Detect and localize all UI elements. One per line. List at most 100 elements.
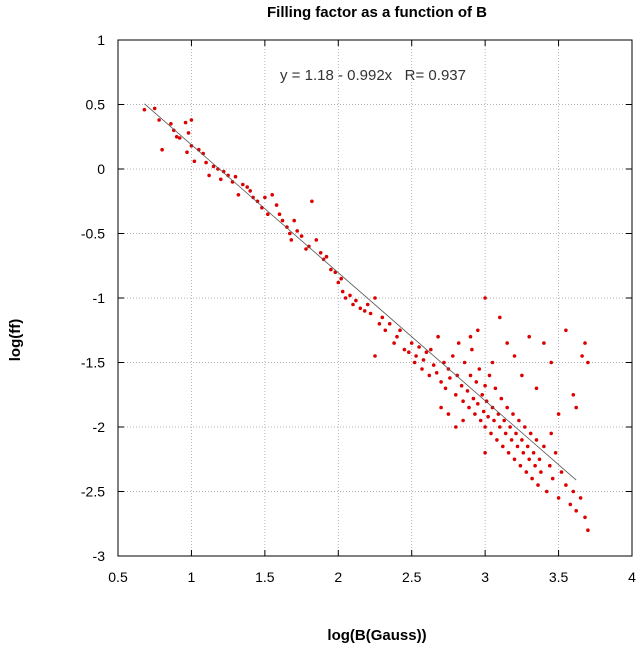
data-point	[288, 231, 292, 236]
data-point	[241, 182, 245, 187]
data-point	[409, 341, 414, 345]
grid	[118, 40, 632, 556]
data-point	[586, 528, 590, 532]
data-point	[483, 296, 487, 300]
data-point	[536, 483, 540, 487]
data-point	[186, 131, 191, 135]
data-point	[274, 203, 279, 207]
y-tick-label: -0.5	[81, 226, 105, 242]
y-tick-label: -1	[93, 290, 106, 306]
data-point	[501, 444, 505, 449]
x-tick-label: 4	[628, 569, 636, 585]
data-point	[387, 322, 392, 326]
data-point	[518, 463, 523, 468]
data-point	[493, 386, 498, 391]
data-point	[520, 438, 524, 442]
data-point	[509, 438, 514, 442]
data-point	[511, 412, 515, 416]
data-point	[571, 489, 576, 494]
data-point	[549, 360, 553, 365]
data-point	[548, 463, 552, 468]
data-point	[295, 229, 300, 233]
data-point	[461, 418, 465, 423]
data-point	[142, 107, 147, 112]
data-point	[368, 311, 373, 316]
data-point	[586, 360, 590, 365]
data-point	[377, 322, 382, 326]
data-point	[280, 218, 285, 223]
data-point	[583, 515, 587, 520]
data-point	[542, 341, 546, 345]
data-point	[564, 483, 568, 487]
data-point	[531, 451, 536, 455]
data-point	[245, 185, 249, 189]
y-tick-label: 0.5	[86, 97, 106, 113]
data-point	[505, 341, 510, 345]
y-tick-label: -3	[93, 548, 106, 564]
data-point	[189, 118, 194, 122]
data-point	[395, 334, 399, 339]
data-point	[512, 457, 517, 462]
data-point	[559, 470, 564, 474]
data-point	[527, 334, 531, 339]
data-point	[236, 193, 241, 197]
data-point	[251, 195, 255, 200]
data-point	[177, 136, 182, 140]
data-point	[152, 106, 157, 111]
y-axis-label: log(ff)	[7, 319, 24, 361]
data-point	[402, 347, 407, 352]
data-point	[583, 341, 587, 345]
data-point	[487, 373, 492, 378]
data-point	[270, 193, 275, 197]
data-point	[169, 122, 173, 126]
data-point	[578, 496, 583, 500]
data-point	[380, 315, 385, 320]
data-point	[160, 147, 164, 152]
data-point	[467, 405, 471, 410]
data-point	[354, 298, 358, 303]
data-point	[373, 296, 377, 300]
data-point	[340, 289, 345, 294]
data-point	[580, 354, 584, 358]
data-point	[506, 451, 511, 455]
data-point	[456, 341, 461, 345]
data-point	[285, 225, 289, 229]
data-point	[336, 280, 341, 285]
data-point	[204, 160, 208, 165]
data-point	[477, 367, 482, 371]
data-point	[505, 405, 510, 410]
data-point	[499, 396, 504, 401]
fit-annotation: y = 1.18 - 0.992x R= 0.937	[280, 67, 466, 84]
data-point	[329, 267, 333, 272]
data-point	[439, 405, 443, 410]
data-point	[266, 212, 270, 216]
data-point	[392, 341, 396, 345]
data-point	[427, 373, 432, 378]
data-point	[534, 438, 539, 442]
data-point	[520, 373, 524, 378]
data-point	[412, 360, 417, 365]
data-point	[219, 177, 223, 182]
data-point	[523, 425, 527, 429]
y-tick-label: 1	[97, 32, 105, 48]
data-point	[553, 451, 558, 455]
data-points	[142, 106, 590, 532]
data-point	[489, 431, 493, 436]
data-point	[373, 354, 377, 358]
x-axis-label: log(B(Gauss))	[327, 627, 426, 644]
y-tick-label: -2	[93, 419, 106, 435]
data-point	[508, 425, 512, 429]
data-point	[443, 386, 448, 391]
data-point	[478, 418, 483, 423]
y-tick-label: 0	[97, 161, 105, 177]
chart-title: Filling factor as a function of B	[267, 4, 487, 21]
data-point	[476, 402, 480, 406]
data-point	[431, 363, 436, 367]
x-tick-label: 0.5	[108, 569, 128, 585]
data-point	[436, 334, 440, 339]
data-point	[486, 414, 490, 419]
data-point	[263, 195, 267, 200]
data-point	[480, 393, 485, 397]
data-point	[498, 425, 502, 429]
